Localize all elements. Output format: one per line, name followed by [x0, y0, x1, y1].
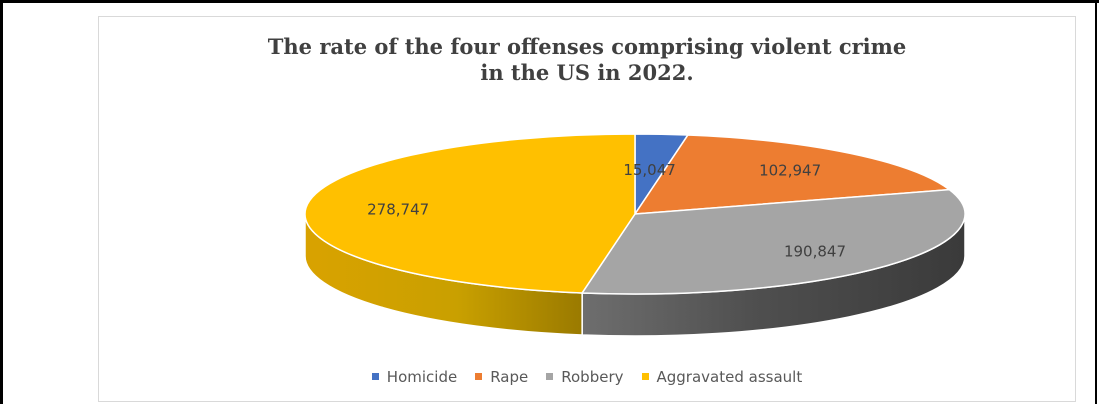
frame-top-border [0, 0, 1099, 3]
pie-slice-aggravated-assault [304, 133, 636, 294]
chart-legend: Homicide Rape Robbery Aggravated assault [98, 368, 1076, 386]
legend-label-aggravated-assault: Aggravated assault [656, 368, 803, 386]
frame-right-border [1095, 0, 1097, 404]
chart-title: The rate of the four offenses comprising… [98, 34, 1076, 86]
frame-left-border [0, 0, 3, 404]
data-label-robbery: 190,847 [784, 243, 846, 261]
data-label-rape: 102,947 [759, 161, 821, 179]
legend-item-robbery: Robbery [546, 368, 624, 386]
pie-slice-rape [633, 134, 952, 215]
data-label-aggravated-assault: 278,747 [367, 200, 429, 218]
legend-swatch-homicide [371, 373, 379, 380]
legend-label-robbery: Robbery [561, 368, 624, 386]
chart-title-line-1: The rate of the four offenses comprising… [267, 34, 907, 59]
legend-item-homicide: Homicide [371, 368, 458, 386]
legend-label-rape: Rape [490, 368, 529, 386]
chart-area [98, 16, 1076, 402]
legend-swatch-robbery [546, 373, 554, 380]
legend-item-aggravated-assault: Aggravated assault [641, 368, 803, 386]
legend-swatch-rape [475, 373, 483, 380]
legend-item-rape: Rape [475, 368, 528, 386]
chart-title-line-2: in the US in 2022. [480, 60, 694, 85]
data-label-homicide: 15,047 [623, 161, 676, 179]
pie-slice-robbery [580, 188, 966, 295]
legend-label-homicide: Homicide [386, 368, 458, 386]
legend-swatch-aggravated-assault [641, 373, 649, 380]
